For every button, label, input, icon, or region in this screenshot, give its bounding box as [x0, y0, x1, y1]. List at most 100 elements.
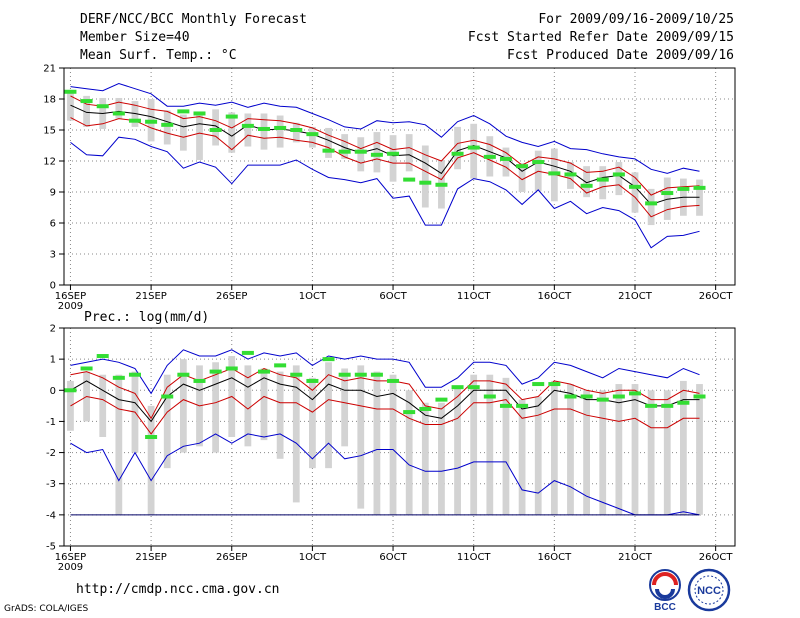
p2-observed-marker	[435, 397, 448, 402]
p1-observed-marker	[628, 184, 641, 189]
p2-observed-marker	[306, 378, 319, 383]
p2-spread-box	[163, 374, 171, 469]
p2-observed-marker	[499, 403, 512, 408]
p2-observed-marker	[532, 382, 545, 387]
p1-observed-marker	[467, 145, 480, 150]
p2-spread-box	[147, 405, 155, 515]
p1-observed-marker	[161, 122, 174, 127]
p1-xtick-label: 21SEP	[135, 291, 166, 302]
p2-series-mean	[70, 377, 700, 423]
p2-observed-marker	[419, 406, 432, 411]
p2-ytick-label: -4	[46, 510, 56, 521]
p2-observed-marker	[387, 378, 400, 383]
p2-spread-box	[67, 380, 74, 431]
p2-spread-box	[615, 384, 623, 515]
p2-xtick-year: 2009	[58, 562, 83, 573]
bcc-logo-text: BCC	[654, 602, 676, 613]
p1-spread-box	[260, 113, 268, 150]
p2-spread-box	[679, 380, 687, 515]
p1-spread-box	[163, 110, 171, 145]
p2-observed-marker	[677, 400, 690, 405]
p1-spread-box	[276, 115, 284, 148]
p2-spread-box	[631, 384, 639, 515]
p2-series-spread	[70, 395, 700, 435]
p1-xtick-label: 26SEP	[216, 291, 247, 302]
p1-observed-marker	[241, 123, 254, 128]
p2-observed-marker	[628, 391, 641, 396]
p2-xtick-label: 1OCT	[299, 552, 327, 563]
p1-observed-marker	[435, 182, 448, 187]
p2-spread-box	[99, 374, 107, 437]
p2-spread-box	[518, 399, 526, 515]
p1-observed-marker	[580, 183, 593, 188]
p2-spread-box	[486, 374, 494, 515]
p1-series-spread	[70, 117, 700, 218]
p2-observed-marker	[322, 357, 335, 362]
p2-observed-marker	[548, 382, 561, 387]
p2-observed-marker	[290, 372, 303, 377]
p2-spread-box	[696, 384, 703, 515]
p2-spread-box	[470, 374, 478, 515]
p1-observed-marker	[338, 149, 351, 154]
p1-spread-box	[228, 112, 236, 153]
p1-spread-box	[583, 166, 590, 198]
p2-observed-marker	[354, 372, 367, 377]
p2-observed-marker	[241, 350, 254, 355]
p1-observed-marker	[64, 89, 77, 94]
p1-observed-marker	[177, 109, 190, 114]
p2-observed-marker	[258, 369, 271, 374]
p2-ytick-label: -5	[46, 542, 56, 553]
p2-spread-box	[276, 371, 284, 459]
p1-observed-marker	[128, 118, 141, 123]
p2-series-envelope	[70, 433, 700, 516]
p1-spread-box	[83, 95, 90, 127]
p2-xtick-label: 21SEP	[135, 552, 166, 563]
grads-credit: GrADS: COLA/IGES	[4, 604, 89, 614]
p2-spread-box	[599, 390, 607, 515]
p1-xtick-label: 16SEP	[55, 291, 86, 302]
p1-observed-marker	[483, 154, 496, 159]
p2-observed-marker	[403, 410, 416, 415]
p2-spread-box	[647, 390, 655, 515]
p1-spread-box	[454, 126, 461, 170]
p1-ytick-label: 15	[43, 126, 56, 137]
p1-observed-marker	[596, 177, 609, 182]
p1-spread-box	[615, 162, 623, 196]
member-size-label: Member Size=40	[80, 30, 190, 45]
p2-spread-box	[244, 365, 252, 447]
p2-spread-box	[454, 387, 461, 515]
p2-spread-box	[389, 374, 397, 515]
p1-ytick-label: 21	[43, 64, 56, 75]
p1-spread-box	[309, 126, 316, 148]
p1-observed-marker	[661, 191, 674, 196]
p1-observed-marker	[112, 111, 125, 116]
p1-observed-marker	[516, 164, 529, 169]
p2-xtick-label: 21OCT	[618, 552, 653, 563]
p2-plot-frame	[63, 327, 736, 547]
p2-xtick-label: 16OCT	[538, 552, 573, 563]
p1-ytick-label: 9	[50, 188, 56, 199]
p1-spread-box	[325, 127, 332, 158]
p1-observed-marker	[209, 128, 222, 132]
bcc-logo: BCC	[649, 569, 681, 613]
p1-plot-frame	[63, 67, 736, 286]
chart-title: DERF/NCC/BCC Monthly Forecast	[80, 12, 307, 27]
p2-observed-marker	[145, 435, 158, 439]
p1-ytick-label: 12	[43, 157, 56, 168]
source-url[interactable]: http://cmdp.ncc.cma.gov.cn	[76, 582, 280, 597]
p1-observed-marker	[370, 152, 383, 157]
p2-observed-marker	[467, 385, 480, 390]
p2-spread-box	[373, 371, 381, 515]
p2-observed-marker	[177, 372, 190, 377]
p2-spread-box	[292, 365, 300, 503]
p1-observed-marker	[80, 99, 93, 104]
p1-spread-box	[341, 134, 349, 159]
p1-spread-box	[212, 109, 220, 146]
p2-spread-box	[179, 359, 187, 453]
p1-spread-box	[373, 132, 381, 173]
p1-ytick-label: 18	[43, 95, 56, 106]
p2-spread-box	[325, 362, 332, 469]
p2-observed-marker	[193, 378, 206, 383]
p1-spread-box	[502, 147, 510, 177]
p2-observed-marker	[693, 394, 706, 399]
